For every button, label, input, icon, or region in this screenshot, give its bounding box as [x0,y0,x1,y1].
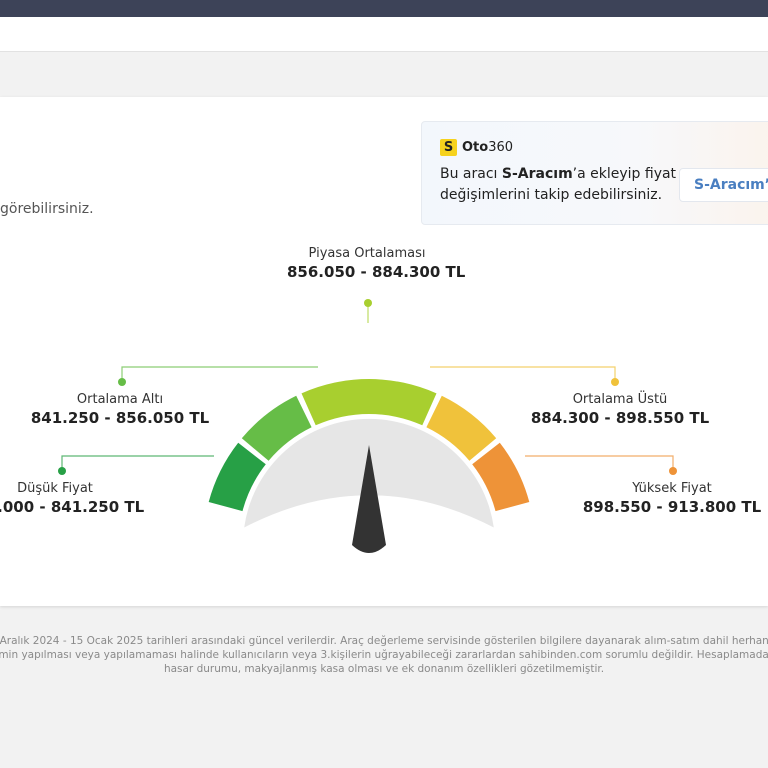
connector-dot-below [118,378,126,386]
connector-line-below [121,366,318,382]
gauge-segment-above [426,395,497,461]
gauge-segment-below [241,395,312,461]
segment-title-above: Ortalama Üstü [572,392,668,407]
segment-label-high: Yüksek Fiyat 898.550 - 913.800 TL [572,481,768,516]
connector-line-low [61,455,214,471]
connector-line-high [525,455,674,471]
segment-range-low: 826.000 - 841.250 TL [0,498,145,516]
connector-dot-market [364,299,372,307]
price-analysis-card: görebilirsiniz. S Oto360 Bu aracı S-Arac… [0,97,768,675]
gauge-needle [352,445,386,553]
sub-navigation-bar [0,17,768,52]
segment-label-market: Piyasa Ortalaması 856.050 - 884.300 TL [287,246,466,281]
oto360-logo-icon: S [440,139,457,156]
connector-dot-above [611,378,619,386]
oto360-brand-name: Oto360 [462,140,514,155]
promo-message: Bu aracı S-Aracım’a ekleyip fiyat değişi… [440,166,677,203]
connector-line-above [430,366,616,382]
add-to-s-aracim-button[interactable]: S-Aracım’a Ekle [679,168,768,202]
oto360-brand: S Oto360 [440,139,513,156]
gauge-connectors [58,299,677,475]
gauge-segments [208,379,530,512]
segment-title-market: Piyasa Ortalaması [308,246,426,261]
disclaimer-line-1: ...Aralık 2024 - 15 Ocak 2025 tarihleri … [0,635,768,647]
disclaimer-note: ...Aralık 2024 - 15 Ocak 2025 tarihleri … [0,634,768,676]
segment-title-high: Yüksek Fiyat [632,481,712,496]
segment-label-low: Düşük Fiyat 826.000 - 841.250 TL [0,481,155,516]
intro-text: görebilirsiniz. [0,201,94,217]
disclaimer-line-2: bir işlemin yapılması veya yapılamaması … [0,649,768,661]
segment-label-below: Ortalama Altı 841.250 - 856.050 TL [30,392,210,427]
s-aracim-promo: S Oto360 Bu aracı S-Aracım’a ekleyip fiy… [421,121,768,225]
segment-range-high: 898.550 - 913.800 TL [582,498,762,516]
top-navigation-bar [0,0,768,17]
segment-title-below: Ortalama Altı [76,392,164,407]
disclaimer-line-3: hasar durumu, makyajlanmış kasa olması v… [163,663,605,675]
connector-dot-high [669,467,677,475]
segment-range-below: 841.250 - 856.050 TL [30,409,210,427]
gauge-segment-low [208,442,266,512]
connector-dot-low [58,467,66,475]
segment-label-above: Ortalama Üstü 884.300 - 898.550 TL [530,392,710,427]
segment-range-above: 884.300 - 898.550 TL [530,409,710,427]
gauge-segment-high [472,442,530,512]
gauge-segment-market [301,379,437,426]
segment-range-market: 856.050 - 884.300 TL [287,263,466,281]
segment-title-low: Düşük Fiyat [17,481,93,496]
